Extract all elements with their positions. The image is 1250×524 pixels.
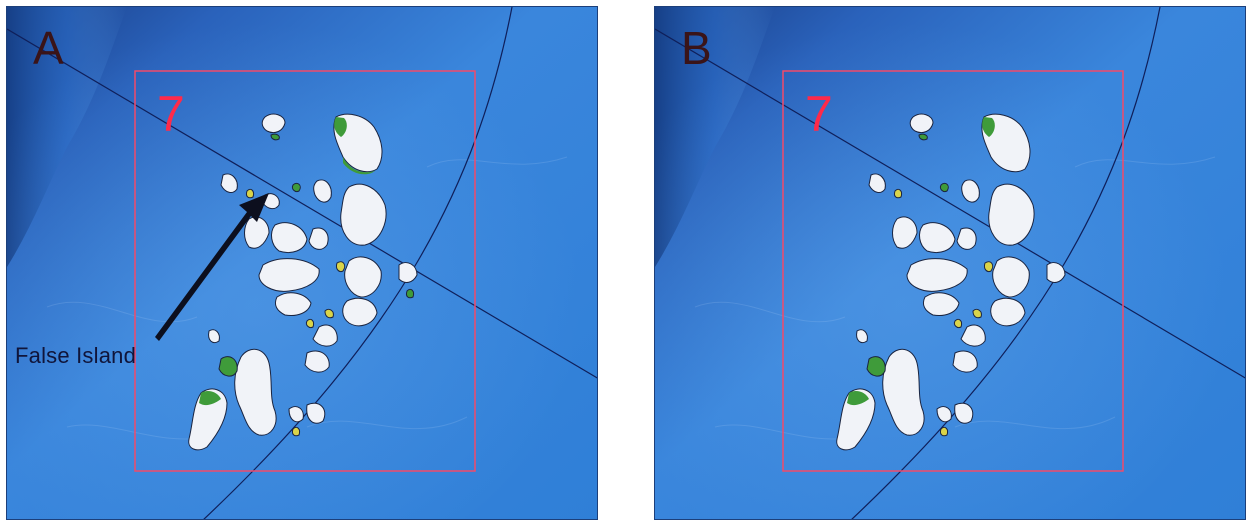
small-island bbox=[306, 318, 314, 328]
small-island bbox=[972, 308, 982, 319]
small-island bbox=[894, 188, 902, 199]
island bbox=[398, 262, 418, 283]
island bbox=[952, 350, 978, 373]
island bbox=[261, 113, 286, 134]
island-group bbox=[836, 113, 1066, 451]
small-island bbox=[954, 318, 962, 328]
small-island bbox=[940, 426, 948, 437]
small-island bbox=[292, 182, 301, 192]
tile-boundary bbox=[134, 70, 476, 472]
island bbox=[960, 324, 986, 347]
island bbox=[1046, 262, 1066, 283]
island bbox=[868, 173, 886, 193]
island bbox=[313, 179, 332, 203]
island bbox=[892, 216, 918, 249]
island bbox=[308, 227, 329, 250]
island bbox=[342, 297, 378, 327]
island bbox=[990, 297, 1026, 327]
small-island bbox=[324, 308, 334, 319]
land-patch bbox=[982, 117, 995, 137]
island bbox=[234, 348, 277, 436]
small-island bbox=[940, 182, 949, 192]
island bbox=[220, 173, 238, 193]
small-island bbox=[336, 261, 346, 272]
land-patch bbox=[343, 157, 375, 175]
island bbox=[961, 179, 980, 203]
small-island bbox=[984, 261, 994, 272]
island bbox=[344, 256, 382, 298]
false-island-arrow bbox=[155, 193, 269, 341]
island bbox=[918, 133, 928, 141]
island bbox=[274, 292, 312, 316]
tile-boundary bbox=[782, 70, 1124, 472]
longitude-arc bbox=[203, 7, 513, 519]
small-island bbox=[292, 426, 300, 437]
island-group bbox=[188, 113, 418, 451]
small-island bbox=[406, 288, 414, 299]
island bbox=[340, 183, 387, 246]
island bbox=[882, 348, 925, 436]
island bbox=[258, 258, 320, 292]
land-patch bbox=[847, 391, 869, 406]
island bbox=[919, 222, 956, 253]
island bbox=[208, 329, 220, 344]
island bbox=[304, 350, 330, 373]
island bbox=[909, 113, 934, 134]
island bbox=[906, 258, 968, 292]
tile-number: 7 bbox=[157, 86, 185, 142]
island bbox=[306, 402, 326, 424]
latitude-line bbox=[7, 28, 597, 379]
island bbox=[270, 133, 280, 141]
island bbox=[956, 227, 977, 250]
island bbox=[936, 406, 952, 423]
island bbox=[836, 388, 876, 451]
land-patch bbox=[334, 117, 347, 137]
tile-number: 7 bbox=[805, 86, 833, 142]
island bbox=[312, 324, 338, 347]
island bbox=[866, 356, 886, 377]
map-b-canvas bbox=[655, 7, 1245, 519]
island bbox=[288, 406, 304, 423]
island bbox=[244, 216, 270, 249]
panel-label: B bbox=[681, 22, 712, 74]
island bbox=[992, 256, 1030, 298]
island bbox=[218, 356, 238, 377]
map-a-canvas bbox=[7, 7, 597, 519]
land-patch bbox=[199, 391, 221, 406]
island bbox=[922, 292, 960, 316]
small-island bbox=[246, 188, 254, 199]
island bbox=[856, 329, 868, 344]
map-panel-a: A 7 False Island bbox=[6, 6, 598, 520]
panel-label: A bbox=[33, 22, 64, 74]
false-island-label: False Island bbox=[15, 343, 137, 368]
island bbox=[954, 402, 974, 424]
island bbox=[988, 183, 1035, 246]
island bbox=[188, 388, 228, 451]
longitude-arc bbox=[851, 7, 1161, 519]
island bbox=[271, 222, 308, 253]
map-panel-b: B 7 bbox=[654, 6, 1246, 520]
latitude-line bbox=[655, 28, 1245, 379]
